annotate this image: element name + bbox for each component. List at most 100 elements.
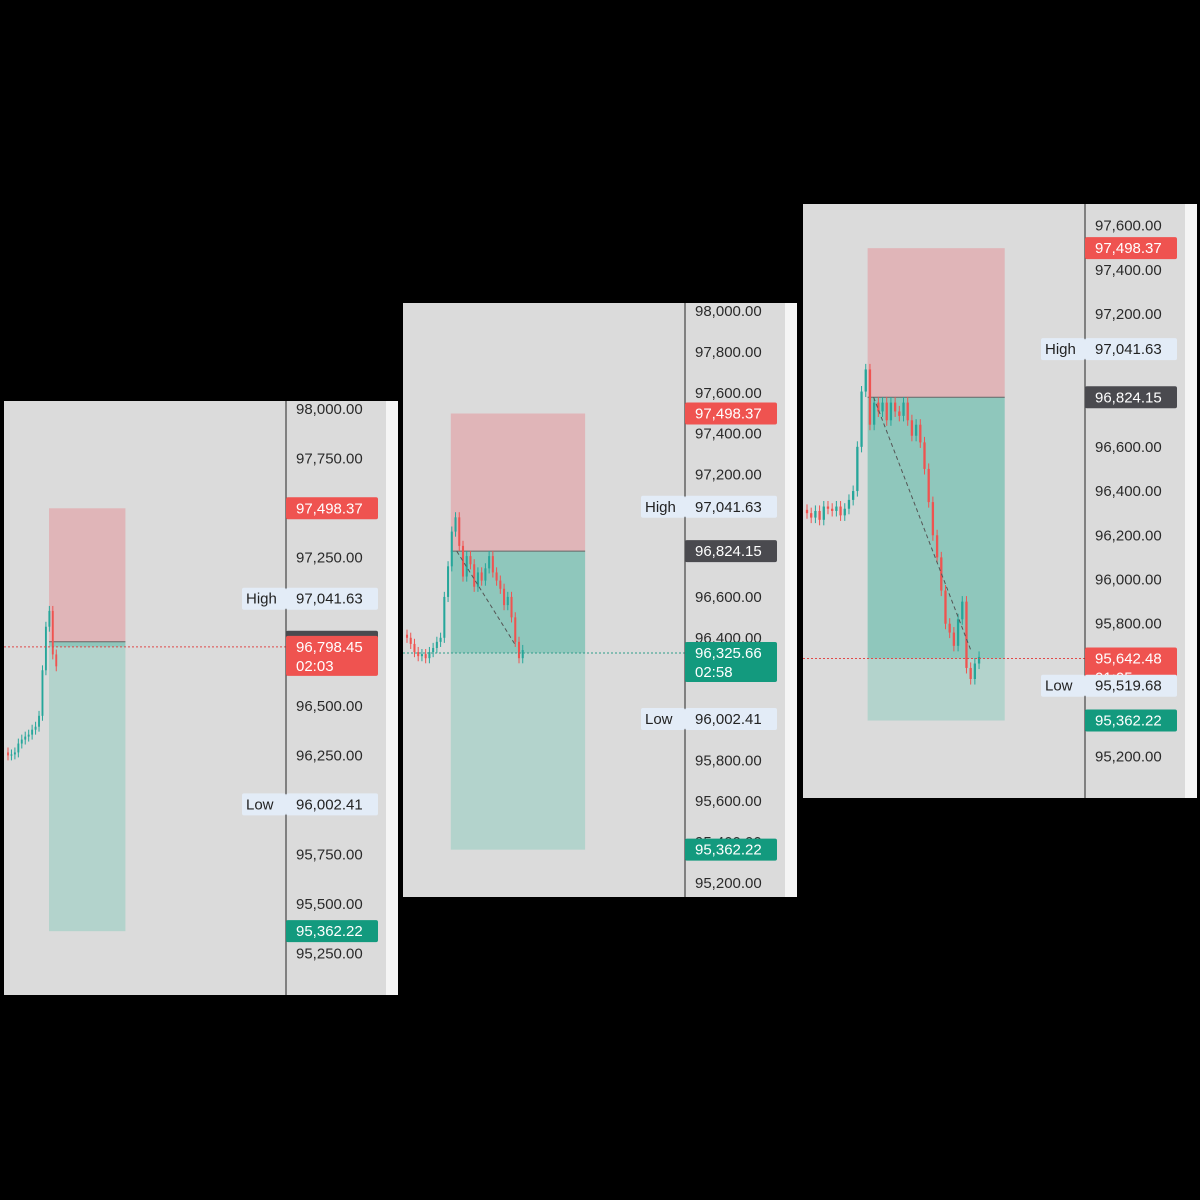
entry-price-tag: 96,824.15: [1095, 389, 1162, 406]
panel-edge: [785, 303, 797, 897]
candle: [835, 506, 838, 511]
low-name-bg: [641, 707, 685, 730]
candle: [872, 402, 876, 425]
price-tick-label: 96,600.00: [695, 589, 762, 606]
candle: [919, 424, 922, 443]
stop-price-tag-bg: [685, 402, 777, 425]
candle: [24, 736, 27, 740]
price-tick-label: 97,800.00: [695, 344, 762, 361]
candle: [510, 596, 513, 618]
candle: [443, 596, 446, 638]
trend-line: [456, 550, 516, 646]
target-price-tag: 95,362.22: [296, 923, 363, 940]
candle: [906, 402, 909, 421]
price-tick-label: 95,500.00: [296, 896, 363, 913]
candle: [931, 502, 935, 536]
stop-price-tag: 97,498.37: [695, 406, 762, 423]
low-name-bg: [1041, 674, 1085, 697]
high-value: 97,041.63: [1095, 341, 1162, 358]
candle: [956, 619, 960, 646]
low-value: 96,002.41: [695, 711, 762, 728]
price-tick-label: 95,250.00: [296, 945, 363, 962]
candle: [885, 402, 888, 421]
candle: [38, 715, 40, 727]
price-tick-label: 96,250.00: [296, 747, 363, 764]
candle: [948, 623, 951, 633]
entry-price-tag: 96,824.15: [695, 543, 762, 560]
candle: [881, 402, 884, 412]
chart-panel-right[interactable]: 97,600.00 97,400.00 97,200.00 96,600.00 96,4…: [803, 204, 1197, 798]
candle: [864, 369, 867, 392]
chart-panel-middle[interactable]: 98,000.00 97,800.00 97,600.00 97,400.00 97,2…: [403, 303, 797, 897]
price-tick-label: 97,400.00: [695, 426, 762, 443]
low-value-bg: [685, 707, 777, 730]
candle: [818, 510, 821, 520]
candle: [473, 564, 476, 587]
stop-loss-zone: [49, 508, 126, 642]
last-price-tag: 96,325.66: [695, 645, 762, 662]
candle: [877, 402, 880, 412]
candle: [7, 752, 9, 756]
candle: [889, 402, 893, 421]
candle: [914, 424, 918, 436]
candle: [898, 411, 901, 416]
candle: [450, 531, 453, 567]
stop-price-tag-bg: [1085, 237, 1177, 260]
stop-loss-zone: [867, 248, 1005, 398]
candle: [435, 641, 438, 648]
entry-price-tag-bg: [1085, 386, 1177, 409]
candle: [27, 734, 30, 737]
price-tick-label: 98,000.00: [296, 401, 363, 418]
profit-zone-active: [49, 641, 126, 647]
target-price-tag: 95,362.22: [1095, 713, 1162, 730]
candle: [852, 491, 855, 500]
candle: [432, 647, 435, 653]
target-price-tag-bg: [286, 920, 378, 943]
chart-svg: 97,600.00 97,400.00 97,200.00 96,600.00 96,4…: [803, 204, 1197, 798]
price-tick-label: 97,200.00: [695, 466, 762, 483]
candle: [805, 509, 809, 514]
chart-svg: 98,000.00 97,800.00 97,600.00 97,400.00 97,2…: [403, 303, 797, 897]
candle: [469, 556, 472, 565]
high-value: 97,041.63: [695, 499, 762, 516]
candle: [420, 654, 423, 657]
candle: [409, 637, 412, 644]
candle: [417, 652, 420, 657]
chart-panel-left[interactable]: 98,000.00 97,750.00 97,250.00 96,500.00 96,2…: [4, 401, 398, 995]
candle: [34, 726, 37, 730]
target-price-tag-bg: [685, 838, 777, 861]
countdown-label: 02:58: [695, 664, 733, 681]
high-value-bg: [286, 587, 378, 610]
candle: [860, 391, 863, 447]
candle: [20, 739, 23, 744]
price-tick-label: 96,500.00: [296, 698, 363, 715]
candle: [517, 641, 521, 659]
high-name-bg: [242, 587, 286, 610]
last-price-tag-bg: [685, 641, 777, 682]
price-tick-label: 98,000.00: [695, 303, 762, 320]
panel-edge: [386, 401, 398, 995]
candle: [822, 506, 825, 520]
candle: [521, 650, 524, 659]
candle: [495, 572, 498, 581]
candle: [810, 513, 813, 518]
candle: [447, 566, 450, 597]
price-tick-label: 97,200.00: [1095, 306, 1162, 323]
candle: [965, 601, 968, 668]
high-name-bg: [641, 495, 685, 518]
trend-line: [873, 397, 972, 650]
candle: [488, 556, 491, 569]
low-value: 96,002.41: [296, 796, 363, 813]
candle: [424, 654, 427, 659]
candle: [484, 568, 487, 581]
candle: [506, 596, 509, 606]
candle: [55, 654, 58, 667]
high-label: High: [246, 591, 277, 608]
price-tick-label: 96,600.00: [1095, 439, 1162, 456]
candle: [952, 632, 956, 646]
price-tick-label: 95,800.00: [1095, 616, 1162, 633]
candle: [856, 446, 859, 492]
candle: [51, 610, 54, 655]
panel-edge: [1185, 204, 1197, 798]
high-value: 97,041.63: [296, 591, 363, 608]
